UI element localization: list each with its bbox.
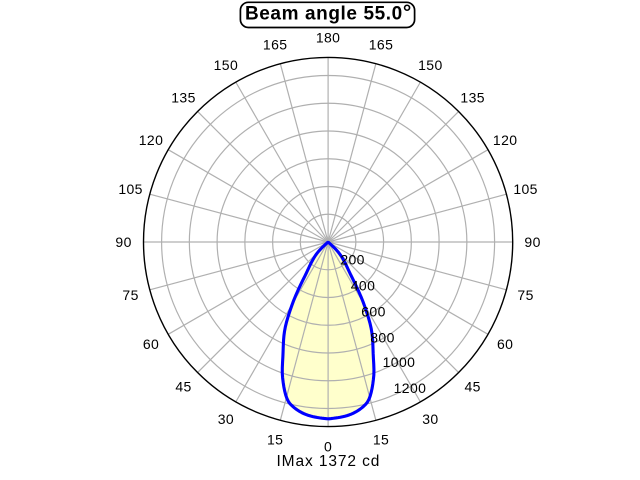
svg-text:90: 90 <box>524 234 540 250</box>
svg-text:1200: 1200 <box>394 380 427 396</box>
svg-text:75: 75 <box>122 287 138 303</box>
svg-text:150: 150 <box>418 57 443 73</box>
svg-text:200: 200 <box>340 251 365 267</box>
svg-text:105: 105 <box>513 181 538 197</box>
svg-text:45: 45 <box>465 379 481 395</box>
svg-text:120: 120 <box>493 132 518 148</box>
svg-text:165: 165 <box>369 37 394 53</box>
svg-text:60: 60 <box>497 336 513 352</box>
svg-text:135: 135 <box>460 89 485 105</box>
svg-text:120: 120 <box>139 132 164 148</box>
svg-text:90: 90 <box>115 234 131 250</box>
svg-text:15: 15 <box>267 432 283 448</box>
svg-text:150: 150 <box>214 57 239 73</box>
svg-text:165: 165 <box>263 37 288 53</box>
svg-text:800: 800 <box>370 330 395 346</box>
svg-text:105: 105 <box>118 181 143 197</box>
svg-text:600: 600 <box>361 303 386 319</box>
svg-text:30: 30 <box>218 411 234 427</box>
svg-text:1000: 1000 <box>383 354 416 370</box>
svg-text:IMax 1372 cd: IMax 1372 cd <box>276 453 380 470</box>
svg-text:75: 75 <box>517 287 533 303</box>
svg-text:30: 30 <box>422 411 438 427</box>
svg-text:135: 135 <box>171 89 196 105</box>
svg-text:60: 60 <box>143 336 159 352</box>
svg-text:400: 400 <box>351 278 376 294</box>
svg-text:Beam angle 55.0°: Beam angle 55.0° <box>245 2 412 25</box>
svg-text:180: 180 <box>316 30 341 46</box>
svg-text:15: 15 <box>373 432 389 448</box>
svg-text:45: 45 <box>175 379 191 395</box>
svg-text:0: 0 <box>324 439 332 455</box>
